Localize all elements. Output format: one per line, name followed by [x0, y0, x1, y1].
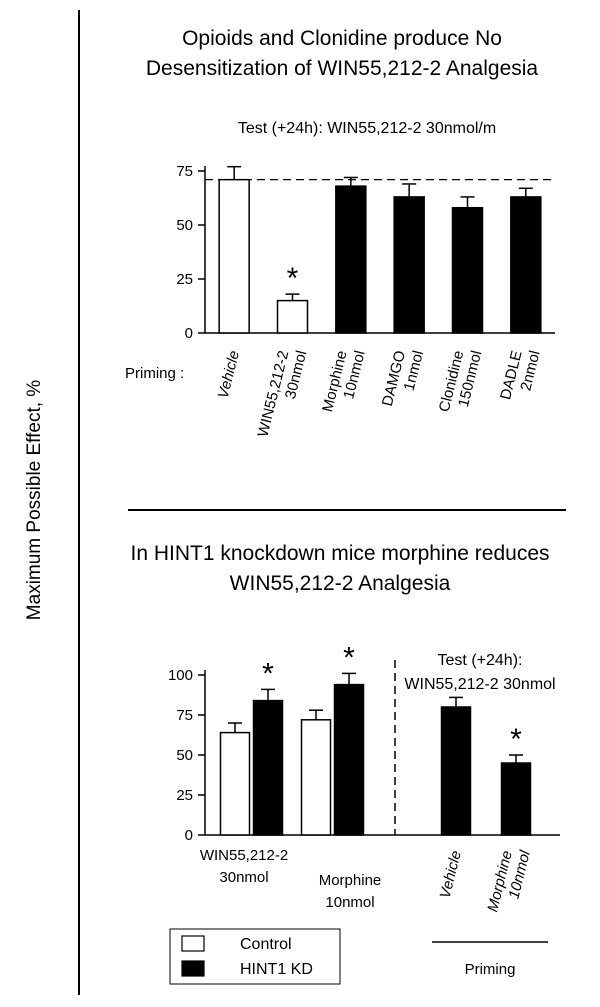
bottom-subtitle-line-2: WIN55,212-2 30nmol	[404, 676, 555, 693]
bottom-group-label: WIN55,212-2	[200, 847, 288, 864]
top-y-tick-label: 50	[176, 217, 193, 234]
bottom-priming-category-label: Vehicle	[437, 849, 465, 900]
bottom-bar	[300, 719, 332, 836]
top-title-line-2: Desensitization of WIN55,212-2 Analgesia	[146, 57, 539, 80]
bottom-group-label: 10nmol	[325, 894, 374, 911]
top-significance-mark: *	[287, 262, 299, 295]
top-y-tick-label: 0	[185, 325, 193, 342]
top-bar	[510, 196, 542, 334]
panel-top-chart: Opioids and Clonidine produce No Desensi…	[125, 27, 555, 439]
legend-label-control: Control	[240, 936, 292, 953]
legend-border	[169, 928, 341, 985]
top-y-tick-label: 75	[176, 163, 193, 180]
top-bar	[335, 185, 367, 334]
top-bar	[393, 196, 425, 334]
bottom-bar	[333, 683, 365, 836]
y-axis-label: Maximum Possible Effect, %	[24, 380, 45, 621]
legend: Control HINT1 KD	[169, 928, 341, 985]
bottom-title-line-2: WIN55,212-2 Analgesia	[230, 572, 451, 595]
bottom-title-line-1: In HINT1 knockdown mice morphine reduces	[130, 542, 549, 565]
top-bar	[451, 206, 484, 334]
bottom-significance-mark: *	[343, 641, 355, 674]
bottom-bar	[219, 731, 251, 836]
top-subtitle: Test (+24h): WIN55,212-2 30nmol/m	[238, 120, 496, 137]
top-priming-label: Priming :	[125, 365, 184, 382]
top-bar	[276, 299, 309, 334]
top-category-label: Vehicle	[215, 349, 243, 400]
bottom-group-label: 30nmol	[219, 869, 268, 886]
top-y-tick-label: 25	[176, 271, 193, 288]
legend-swatch-control	[181, 935, 205, 952]
bottom-priming-label: Priming	[465, 961, 516, 978]
legend-swatch-hint1kd	[181, 960, 205, 977]
bottom-y-tick-label: 25	[176, 787, 193, 804]
bottom-significance-mark: *	[510, 723, 522, 756]
bottom-significance-mark: *	[262, 657, 274, 690]
bottom-y-tick-label: 0	[185, 827, 193, 844]
bottom-bar	[440, 706, 472, 836]
bottom-y-tick-label: 100	[168, 667, 193, 684]
top-bar	[218, 178, 250, 334]
bottom-group-label: Morphine	[319, 872, 382, 889]
bottom-y-tick-label: 50	[176, 747, 193, 764]
bottom-y-tick-label: 75	[176, 707, 193, 724]
legend-label-hint1kd: HINT1 KD	[240, 961, 313, 978]
bottom-subtitle-line-1: Test (+24h):	[438, 652, 523, 669]
top-title-line-1: Opioids and Clonidine produce No	[182, 27, 502, 50]
bottom-bar	[500, 762, 532, 836]
panel-bottom-chart: In HINT1 knockdown mice morphine reduces…	[130, 542, 560, 978]
bottom-bar	[252, 699, 284, 836]
